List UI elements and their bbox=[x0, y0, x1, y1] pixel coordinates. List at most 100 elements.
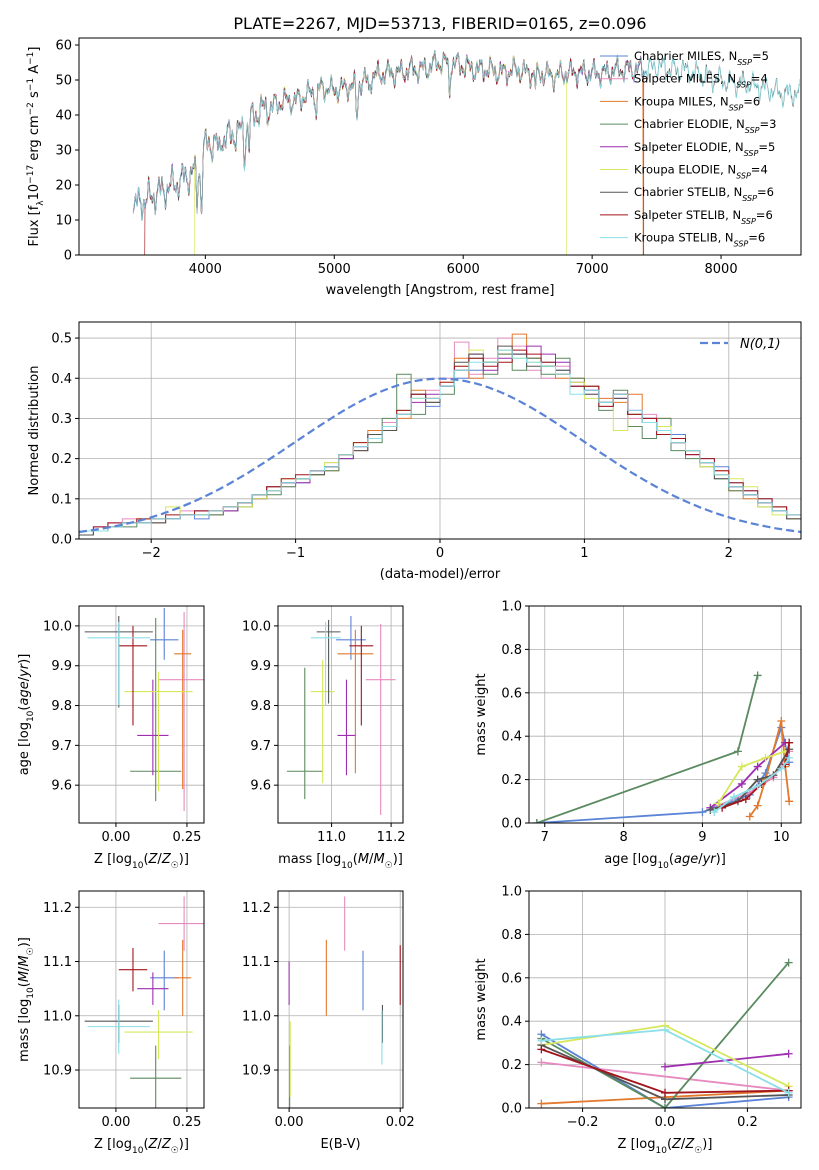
x-tick-label: 2 bbox=[725, 546, 733, 561]
axes-frame bbox=[78, 37, 802, 256]
legend-entry: Chabrier ELODIE, NSSP=3 bbox=[634, 117, 776, 135]
spectrum-line-salpeter-miles bbox=[133, 51, 645, 220]
gaussian-curve bbox=[79, 377, 801, 534]
y-tick-label: 0.8 bbox=[501, 928, 522, 943]
spectrum-line-salpeter-elodie bbox=[132, 50, 645, 218]
y-axis-label: mass [log10(M/M☉)] bbox=[17, 937, 36, 1062]
plot-area bbox=[79, 333, 801, 536]
weight-point bbox=[753, 671, 762, 680]
x-tick-label: 0.0 bbox=[655, 1115, 676, 1130]
y-tick-label: 9.8 bbox=[250, 699, 271, 714]
weight-line-kroupa-miles bbox=[749, 720, 791, 818]
x-axis-label: Z [log10(Z/Z☉)] bbox=[94, 852, 189, 871]
spectrum-line-salpeter-stelib bbox=[144, 51, 645, 255]
y-tick-label: 0 bbox=[64, 249, 72, 264]
weight-point bbox=[753, 762, 762, 771]
weight-point bbox=[785, 797, 794, 806]
y-tick-label: 0.2 bbox=[501, 1058, 522, 1073]
x-tick-label: 0.25 bbox=[172, 1115, 201, 1130]
y-tick-label: 0.8 bbox=[501, 643, 522, 658]
weight-point bbox=[710, 808, 719, 817]
legend-entry: Salpeter STELIB, NSSP=6 bbox=[634, 208, 773, 226]
x-tick-label: 0.25 bbox=[172, 830, 201, 845]
y-tick-label: 10.0 bbox=[43, 619, 72, 634]
plot-area bbox=[132, 49, 800, 255]
y-tick-label: 0.5 bbox=[51, 332, 72, 347]
x-tick-label: 0.02 bbox=[386, 1115, 415, 1130]
x-tick-label: 0.00 bbox=[275, 1115, 304, 1130]
weight-point bbox=[737, 762, 746, 771]
weight-point bbox=[761, 753, 770, 762]
age-vs-mass-panel: 11.0 11.2 9.6 9.7 9.8 9.9 10.0 mass [log10(M/M☉… bbox=[242, 605, 406, 871]
weight-point bbox=[698, 808, 707, 817]
weight-line-chabrier-elodie bbox=[536, 675, 759, 823]
weight-vs-metallicity-panel: −0.2 0.0 0.2 0.0 0.2 0.4 0.6 0.8 1.0 Z [log10(Z/Z… bbox=[474, 885, 802, 1156]
y-tick-label: 0.2 bbox=[51, 452, 72, 467]
figure-title: PLATE=2267, MJD=53713, FIBERID=0165, z=0… bbox=[233, 14, 646, 33]
x-tick-label: 0.00 bbox=[101, 830, 130, 845]
x-axis-label: wavelength [Angstrom, rest frame] bbox=[326, 283, 555, 298]
spectrum-line-chabrier-miles bbox=[132, 49, 644, 221]
plot-area bbox=[84, 607, 204, 812]
y-tick-label: 10.9 bbox=[43, 1064, 72, 1079]
y-axis-label: Flux [fλ10−17 erg cm−2 s−1 A−1] bbox=[26, 47, 46, 247]
x-tick-label: 11.2 bbox=[377, 830, 406, 845]
y-tick-label: 11.1 bbox=[43, 955, 72, 970]
x-axis-label: Z [log10(Z/Z☉)] bbox=[94, 1137, 189, 1156]
y-axis-label: mass weight bbox=[474, 673, 489, 755]
y-tick-label: 1.0 bbox=[501, 600, 522, 615]
weight-point bbox=[537, 1036, 546, 1045]
weight-line-chabrier-miles bbox=[540, 1033, 789, 1108]
x-tick-label: 5000 bbox=[318, 262, 351, 277]
axes-frame bbox=[528, 605, 802, 824]
weight-line-salpeter-miles bbox=[717, 750, 790, 807]
y-tick-label: 10 bbox=[55, 214, 72, 229]
plot-area bbox=[288, 896, 401, 1108]
weight-point bbox=[661, 1025, 669, 1034]
y-tick-label: 9.9 bbox=[51, 659, 72, 674]
y-tick-label: 11.1 bbox=[242, 955, 271, 970]
spectrum-panel: 4000 5000 6000 7000 8000 0 10 20 30 40 50 60 Chabrie… bbox=[26, 37, 802, 298]
y-tick-label: 0.2 bbox=[501, 773, 522, 788]
y-tick-label: 1.0 bbox=[501, 885, 522, 900]
spectrum-line-chabrier-elodie bbox=[132, 52, 644, 218]
axes-frame bbox=[277, 605, 404, 824]
weight-line-chabrier-elodie bbox=[540, 962, 790, 1108]
y-tick-label: 0.0 bbox=[51, 533, 72, 548]
weight-point bbox=[753, 801, 762, 810]
y-tick-label: 11.0 bbox=[43, 1009, 72, 1024]
weight-point bbox=[777, 764, 786, 773]
x-axis-label: (data-model)/error bbox=[380, 567, 501, 582]
weight-point bbox=[661, 1062, 669, 1071]
mass-vs-extinction-panel: 0.00 0.02 10.9 11.0 11.1 11.2 E(B-V) bbox=[242, 890, 415, 1152]
weight-line-kroupa-elodie bbox=[717, 750, 786, 804]
y-tick-label: 0.0 bbox=[501, 817, 522, 832]
weight-point bbox=[784, 1088, 793, 1097]
y-tick-label: 20 bbox=[55, 179, 72, 194]
x-tick-label: 8000 bbox=[705, 262, 738, 277]
weight-point bbox=[784, 958, 793, 967]
y-axis-label: age [log10(age/yr)] bbox=[17, 654, 36, 776]
x-tick-label: 6000 bbox=[447, 262, 480, 277]
y-tick-label: 10.9 bbox=[242, 1064, 271, 1079]
plot-area bbox=[532, 671, 794, 823]
x-tick-label: 0.00 bbox=[101, 1115, 130, 1130]
x-tick-label: −2 bbox=[142, 546, 161, 561]
x-axis-label: E(B-V) bbox=[320, 1137, 360, 1152]
x-tick-label: 10 bbox=[773, 830, 790, 845]
weight-point bbox=[537, 1058, 546, 1067]
weight-line-salpeter-elodie bbox=[664, 1052, 789, 1068]
plot-area bbox=[84, 896, 204, 1108]
x-tick-label: 0.2 bbox=[737, 1115, 758, 1130]
weight-point bbox=[532, 819, 541, 823]
legend-entry: Kroupa STELIB, NSSP=6 bbox=[634, 231, 765, 249]
y-tick-label: 11.2 bbox=[43, 901, 72, 916]
axes-frame bbox=[277, 890, 404, 1109]
weight-point bbox=[714, 799, 723, 808]
legend-entry: Salpeter MILES, NSSP=4 bbox=[634, 72, 768, 90]
y-tick-label: 0.0 bbox=[501, 1102, 522, 1117]
plot-area bbox=[286, 615, 396, 816]
x-tick-label: 1 bbox=[580, 546, 588, 561]
y-tick-label: 0.4 bbox=[501, 1015, 522, 1030]
